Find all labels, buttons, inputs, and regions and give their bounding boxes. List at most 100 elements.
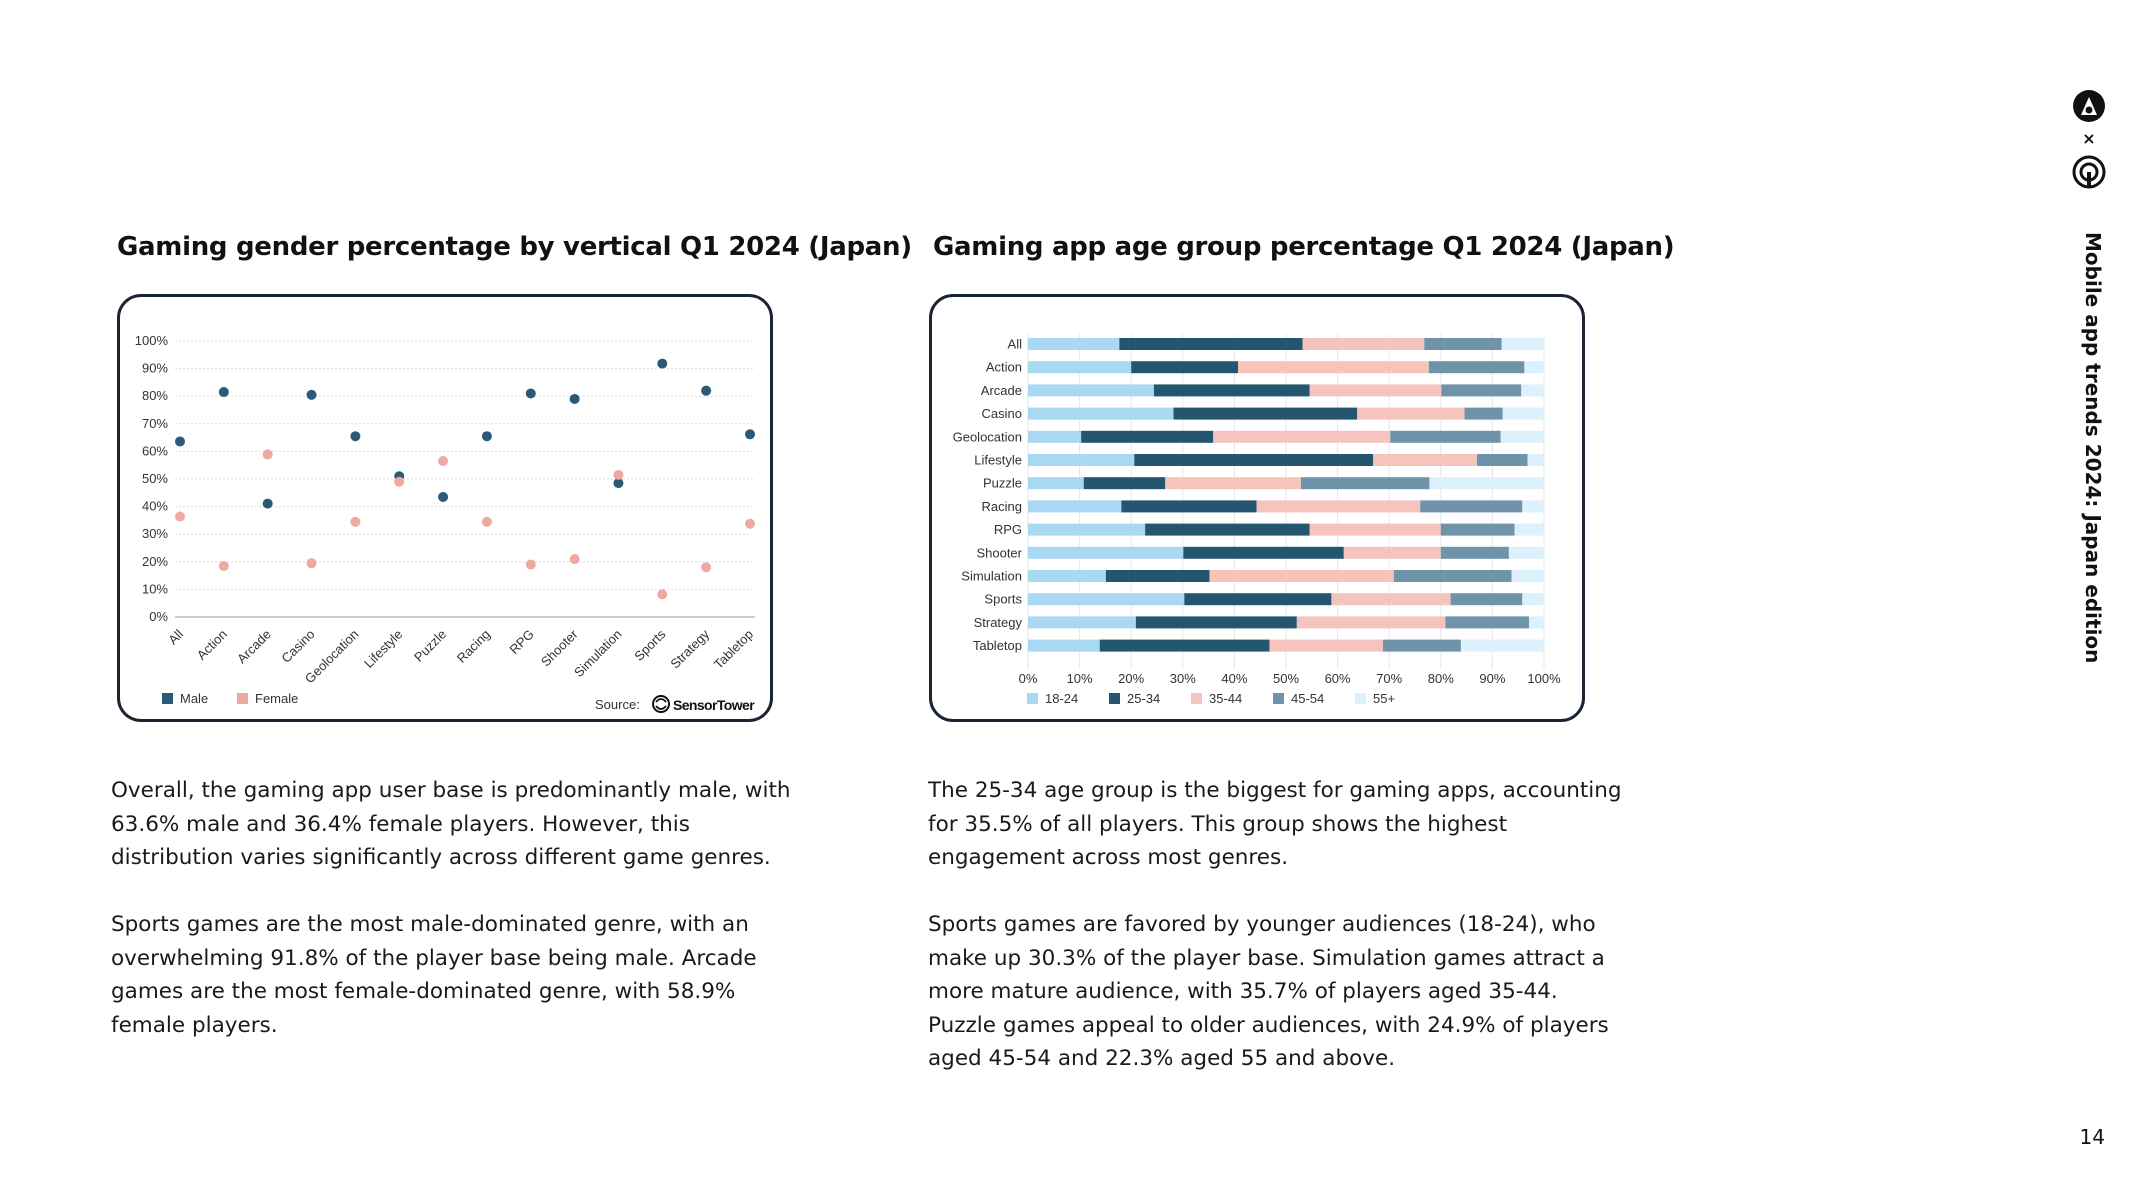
point-male: [745, 429, 755, 440]
bar-segment-45-54: [1445, 616, 1530, 629]
y-tick-label: Arcade: [981, 383, 1022, 398]
y-tick-label: Sports: [984, 592, 1022, 607]
bar-segment-18-24: [1028, 361, 1132, 374]
legend-swatch: [1355, 693, 1366, 704]
point-female: [175, 511, 185, 522]
legend-label: 55+: [1373, 691, 1395, 706]
bar-segment-18-24: [1028, 407, 1174, 420]
sensortower-logo-icon: [2072, 155, 2106, 189]
legend-label: 45-54: [1291, 691, 1324, 706]
source-brand: SensorTower: [673, 697, 755, 713]
point-female: [394, 476, 405, 487]
y-tick-label: 100%: [135, 333, 169, 348]
y-tick-label: Simulation: [961, 569, 1022, 584]
bar-segment-35-44: [1309, 384, 1442, 397]
bar-segment-35-44: [1213, 430, 1391, 443]
bar-segment-18-24: [1028, 639, 1100, 652]
point-male: [175, 436, 185, 447]
bar-segment-25-34: [1083, 477, 1166, 490]
brand-logos: ×: [2069, 88, 2109, 202]
x-tick-label: Puzzle: [411, 627, 449, 665]
point-male: [306, 389, 317, 400]
y-tick-label: Lifestyle: [974, 453, 1022, 468]
bar-segment-55+: [1500, 430, 1544, 443]
x-tick-label: 60%: [1325, 671, 1351, 686]
y-tick-label: Tabletop: [973, 638, 1022, 653]
point-female: [438, 456, 449, 467]
bar-segment-25-34: [1134, 454, 1374, 466]
bar-segment-35-44: [1238, 361, 1429, 374]
bar-segment-18-24: [1028, 477, 1084, 490]
bar-segment-45-54: [1393, 570, 1512, 582]
bar-segment-35-44: [1302, 338, 1425, 350]
y-tick-label: 50%: [142, 471, 168, 486]
bar-segment-18-24: [1028, 523, 1146, 536]
source-label: Source:: [595, 697, 640, 712]
bar-segment-45-54: [1420, 500, 1523, 513]
bar-segment-45-54: [1390, 430, 1501, 443]
bar-segment-25-34: [1153, 384, 1310, 397]
bar-segment-18-24: [1028, 546, 1184, 559]
applovin-logo-icon: [2073, 90, 2105, 122]
bar-segment-18-24: [1028, 338, 1120, 350]
y-tick-label: Geolocation: [953, 429, 1022, 444]
bar-segment-55+: [1527, 454, 1544, 466]
legend-label: 35-44: [1209, 691, 1242, 706]
bar-segment-18-24: [1028, 384, 1154, 397]
point-female: [525, 559, 536, 570]
point-male: [569, 393, 580, 404]
bar-segment-35-44: [1373, 454, 1477, 466]
bar-segment-25-34: [1135, 616, 1297, 629]
bar-segment-35-44: [1331, 593, 1451, 606]
bar-segment-25-34: [1081, 430, 1214, 443]
bar-segment-55+: [1524, 361, 1544, 374]
bar-segment-55+: [1514, 523, 1544, 536]
y-tick-label: 90%: [142, 361, 168, 376]
bar-segment-45-54: [1428, 361, 1525, 374]
bar-segment-18-24: [1028, 593, 1185, 606]
bar-segment-35-44: [1256, 500, 1421, 513]
y-tick-label: 60%: [142, 443, 168, 458]
sensortower-logo-icon: [652, 695, 670, 713]
age-summary-text: The 25-34 age group is the biggest for g…: [928, 778, 1622, 870]
point-female: [657, 589, 668, 600]
y-tick-label: Shooter: [976, 545, 1022, 560]
legend-swatch: [1109, 693, 1120, 704]
point-female: [569, 554, 580, 565]
age-chart-title: Gaming app age group percentage Q1 2024 …: [933, 232, 1675, 262]
x-tick-label: 20%: [1118, 671, 1144, 686]
point-male: [613, 478, 624, 489]
y-tick-label: Action: [986, 360, 1022, 375]
bar-segment-25-34: [1105, 570, 1210, 582]
y-tick-label: 70%: [142, 416, 168, 431]
y-tick-label: 30%: [142, 526, 168, 541]
legend-swatch: [1027, 693, 1038, 704]
bar-segment-18-24: [1028, 570, 1106, 582]
bar-segment-55+: [1460, 639, 1544, 652]
bar-segment-45-54: [1300, 477, 1430, 490]
bar-segment-25-34: [1131, 361, 1239, 374]
y-tick-label: 80%: [142, 388, 168, 403]
bar-segment-18-24: [1028, 616, 1136, 629]
y-tick-label: 20%: [142, 554, 168, 569]
report-caption: Mobile app trends 2024: Japan edition: [2081, 232, 2105, 664]
bar-segment-45-54: [1450, 593, 1523, 606]
legend-label: Male: [180, 691, 208, 706]
age-stacked-bar-chart: All Action Arcade Casino Geolocation Lifestyl…: [953, 334, 1561, 706]
gender-chart-card: 0% 10% 20% 30% 40% 50% 60% 70% 80% 90% 100% All Act…: [117, 294, 773, 722]
x-tick-label: Casino: [278, 627, 317, 666]
bar-segment-45-54: [1476, 454, 1528, 466]
bar-segment-35-44: [1269, 639, 1384, 652]
y-tick-label: All: [1008, 337, 1023, 352]
bar-segment-55+: [1529, 616, 1544, 629]
point-male: [218, 387, 229, 398]
x-tick-label: 0%: [1019, 671, 1038, 686]
x-tick-label: All: [165, 626, 186, 647]
x-tick-label: 10%: [1067, 671, 1093, 686]
x-tick-label: 90%: [1479, 671, 1505, 686]
page-number: 14: [2079, 1125, 2105, 1149]
point-male: [438, 491, 449, 502]
bar-segment-55+: [1501, 338, 1544, 350]
bar-segment-45-54: [1440, 523, 1515, 536]
point-male: [701, 385, 712, 396]
